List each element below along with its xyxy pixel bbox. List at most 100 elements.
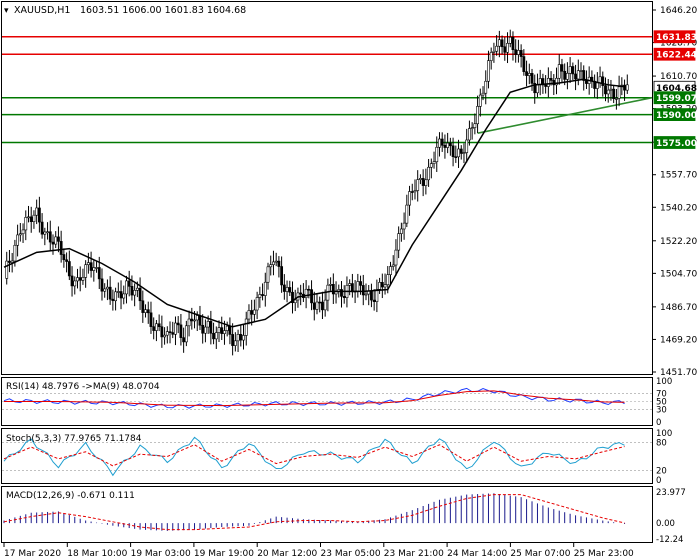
symbol-dropdown-icon[interactable]: ▾ (4, 6, 9, 16)
candle-bull (233, 340, 237, 346)
candle-bear (220, 327, 224, 334)
time-tick-label: 18 Mar 10:00 (67, 549, 127, 559)
candle-bear (331, 284, 335, 295)
candle-bear (231, 334, 235, 346)
candle-bull (214, 332, 218, 340)
candle-bear (127, 280, 131, 287)
candle-bear (141, 300, 145, 313)
candle-bull (565, 72, 569, 80)
candle-bull (269, 264, 273, 268)
candle-bear (250, 310, 254, 315)
candle-bear (372, 299, 376, 302)
level-tag-resistance (653, 30, 696, 44)
candle-bull (285, 287, 289, 292)
indicator-tick-label: 0.00 (656, 519, 675, 529)
candle-bear (201, 324, 205, 334)
candle-bear (612, 88, 616, 99)
candle-bear (261, 294, 264, 296)
candle-bull (478, 94, 482, 107)
candle-bull (397, 233, 401, 251)
price-layer (2, 29, 653, 356)
candle-bull (225, 325, 229, 331)
level-tag-support (653, 136, 696, 149)
candle-bear (503, 46, 507, 53)
candle-bear (100, 278, 104, 292)
indicator-tick-label: 100 (656, 429, 672, 439)
candle-bull (462, 152, 466, 154)
candle-bull (315, 301, 319, 310)
candle-bull (73, 280, 77, 287)
price-tick-label: 1610.70 (660, 72, 697, 82)
candle-bear (511, 36, 515, 51)
candle-bull (424, 179, 428, 186)
candle-bull (95, 267, 98, 269)
candle-bear (89, 262, 93, 271)
candle-bear (307, 288, 311, 291)
candle-bull (329, 284, 333, 286)
candle-bear (571, 66, 575, 75)
candle-bear (563, 70, 567, 80)
candle-bull (114, 291, 117, 302)
candle-bear (530, 73, 534, 84)
candle-bull (555, 77, 558, 86)
candle-bull (255, 297, 259, 311)
candle-bull (76, 277, 79, 282)
candle-bull (617, 86, 621, 99)
candle-bull (391, 264, 395, 267)
candle-bull (46, 231, 49, 234)
candle-bull (81, 277, 85, 281)
candle-bear (350, 283, 354, 293)
candle-bull (242, 335, 245, 341)
candle-bull (546, 78, 550, 87)
candle-bear (152, 326, 156, 331)
candle-bull (364, 293, 368, 296)
candle-bear (179, 324, 183, 338)
candle-bull (103, 288, 107, 292)
level-tag-label: 1599.07 (656, 94, 697, 104)
candle-bear (119, 291, 123, 299)
indicator-tick-label: 30 (656, 406, 667, 416)
candle-bull (244, 318, 248, 336)
time-tick-label: 20 Mar 12:00 (257, 549, 317, 559)
candle-bull (27, 216, 30, 219)
candle-bull (258, 294, 262, 298)
candle-bear (138, 287, 142, 302)
candle-bull (378, 282, 382, 290)
candle-bull (247, 310, 251, 320)
level-tag-resistance (653, 47, 696, 61)
candle-bear (57, 236, 60, 242)
indicator-tick-label: 23.977 (656, 488, 686, 498)
candle-bull (174, 322, 177, 335)
candle-bull (508, 36, 512, 44)
candle-bull (122, 293, 126, 299)
level-tag-support (653, 91, 696, 105)
candle-bull (348, 283, 352, 286)
candle-bear (108, 286, 112, 300)
candle-bull (609, 88, 613, 91)
level-tag-label: 1575.00 (656, 139, 697, 149)
time-tick-label: 17 Mar 2020 (4, 549, 61, 559)
candle-bear (97, 267, 101, 280)
candle-bear (111, 298, 115, 302)
candle-bear (282, 284, 286, 292)
candle-bull (43, 231, 47, 235)
candle-bear (525, 71, 528, 76)
macd-panel-frame (1, 486, 653, 543)
candle-bear (29, 216, 33, 222)
candle-bear (78, 277, 82, 281)
candle-bear (176, 322, 180, 326)
candle-bear (171, 332, 175, 335)
candle-bull (435, 146, 439, 163)
candle-bull (86, 262, 90, 266)
candle-bull (470, 127, 474, 129)
candle-bear (522, 56, 526, 72)
time-tick-label: 19 Mar 19:00 (194, 549, 254, 559)
candle-bear (209, 321, 213, 334)
candle-bear (585, 80, 588, 84)
rsi-title: RSI(14) 48.7976 ->MA(9) 48.0704 (6, 382, 160, 392)
candle-bull (18, 233, 22, 236)
candle-bear (70, 275, 74, 287)
candle-bear (582, 70, 586, 81)
candle-bear (604, 85, 607, 95)
